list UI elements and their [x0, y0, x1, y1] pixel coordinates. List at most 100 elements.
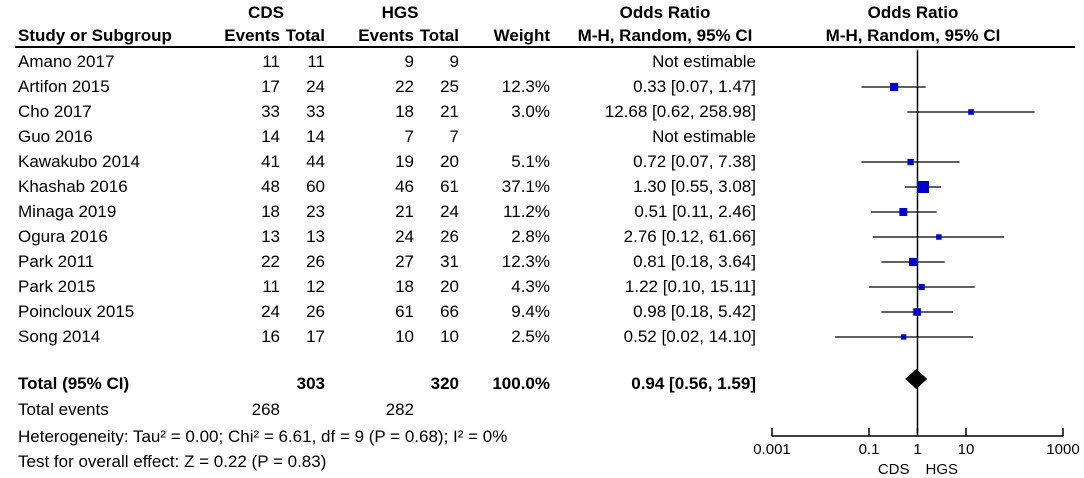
group1-header: CDS — [248, 3, 284, 22]
total-group2: 25 — [440, 77, 459, 96]
header-rule — [15, 46, 1075, 48]
total2-header: Total — [419, 26, 459, 45]
or-column-title: Odds Ratio — [619, 3, 711, 22]
study-square — [913, 308, 921, 316]
events-group1: 41 — [261, 152, 280, 171]
study-square — [899, 208, 908, 216]
plot-method-header: M-H, Random, 95% CI — [825, 26, 1001, 45]
total-group2: 7 — [449, 127, 459, 146]
odds-ratio-value: 1.22 [0.10, 15.11] — [624, 277, 756, 296]
events-group2: 10 — [395, 327, 414, 346]
total-group1: 13 — [306, 227, 325, 246]
group2-header: HGS — [381, 3, 419, 22]
events-group1: 13 — [261, 227, 280, 246]
events-group1: 33 — [261, 102, 280, 121]
total-group1: 33 — [306, 102, 325, 121]
events-group1: 11 — [262, 277, 280, 296]
odds-ratio-value: 0.98 [0.18, 5.42] — [633, 302, 756, 321]
total-group1: 23 — [306, 202, 325, 221]
events2-header: Events — [358, 26, 414, 45]
weight-value: 9.4% — [511, 302, 550, 321]
total-group2: 9 — [449, 52, 459, 71]
plot-title: Odds Ratio — [867, 3, 959, 22]
events-group2: 7 — [404, 127, 414, 146]
study-name: Guo 2016 — [18, 127, 93, 146]
total-group2: 20 — [440, 152, 459, 171]
study-name: Amano 2017 — [18, 52, 115, 71]
events-group1: 14 — [261, 127, 280, 146]
study-square — [918, 283, 925, 291]
study-name: Poincloux 2015 — [18, 302, 135, 321]
study-square — [936, 234, 942, 240]
total-group1: 11 — [307, 52, 325, 71]
x-tick-label: 1 — [913, 441, 921, 458]
events1-header: Events — [224, 26, 280, 45]
study-square — [901, 334, 907, 340]
weight-value: 11.2% — [503, 202, 550, 221]
total-group2: 21 — [440, 102, 459, 121]
odds-ratio-value: 0.51 [0.11, 2.46] — [634, 202, 756, 221]
weight-value: 4.3% — [511, 277, 550, 296]
study-square — [908, 257, 918, 267]
x-tick-label: 0.1 — [859, 441, 880, 458]
study-square — [968, 109, 974, 115]
total-group2: 66 — [440, 302, 459, 321]
total-group1: 17 — [306, 327, 325, 346]
odds-ratio-value: Not estimable — [652, 127, 756, 146]
favours-right-label: HGS — [926, 461, 959, 478]
overall-effect-text: Test for overall effect: Z = 0.22 (P = 0… — [18, 452, 327, 471]
total-group1: 26 — [306, 302, 325, 321]
total-group2: 320 — [430, 374, 459, 393]
study-name: Park 2015 — [18, 277, 96, 296]
x-tick-label: 1000 — [1046, 441, 1079, 458]
events-group2: 46 — [395, 177, 414, 196]
total-group1: 303 — [296, 374, 325, 393]
total-group1: 26 — [306, 252, 325, 271]
odds-ratio-value: 0.72 [0.07, 7.38] — [633, 152, 756, 171]
total-events-group1: 268 — [251, 400, 280, 419]
events-group2: 24 — [395, 227, 414, 246]
x-tick-label: 10 — [958, 441, 975, 458]
weight-value: 5.1% — [511, 152, 550, 171]
heterogeneity-text: Heterogeneity: Tau² = 0.00; Chi² = 6.61,… — [18, 427, 508, 446]
study-square — [917, 181, 930, 193]
events-group1: 11 — [262, 52, 280, 71]
events-group2: 21 — [395, 202, 414, 221]
study-square — [890, 82, 899, 92]
odds-ratio-value: 12.68 [0.62, 258.98] — [604, 102, 756, 121]
study-name: Park 2011 — [18, 252, 95, 271]
study-header: Study or Subgroup — [18, 26, 172, 45]
weight-value: 2.8% — [511, 227, 550, 246]
favours-left-label: CDS — [878, 461, 910, 478]
events-group2: 18 — [395, 277, 414, 296]
weight-value: 2.5% — [511, 327, 550, 346]
events-group2: 9 — [404, 52, 414, 71]
total-events-label: Total events — [18, 400, 109, 419]
study-name: Cho 2017 — [18, 102, 92, 121]
total-or: 0.94 [0.56, 1.59] — [631, 374, 756, 393]
weight-value: 12.3% — [501, 252, 550, 271]
events-group2: 19 — [395, 152, 414, 171]
total-group2: 24 — [440, 202, 459, 221]
odds-ratio-value: Not estimable — [652, 52, 756, 71]
x-tick-label: 0.001 — [753, 441, 791, 458]
total-group2: 31 — [440, 252, 459, 271]
pooled-diamond — [905, 369, 928, 389]
study-name: Song 2014 — [18, 327, 101, 346]
total-group1: 14 — [306, 127, 325, 146]
study-square — [907, 158, 914, 166]
events-group1: 48 — [261, 177, 280, 196]
total-weight: 100.0% — [492, 374, 550, 393]
study-name: Minaga 2019 — [18, 202, 117, 221]
events-group1: 22 — [261, 252, 280, 271]
total-group1: 44 — [306, 152, 325, 171]
total-label: Total (95% CI) — [18, 374, 130, 393]
total-group2: 61 — [440, 177, 459, 196]
total-group1: 12 — [306, 277, 325, 296]
odds-ratio-value: 0.33 [0.07, 1.47] — [633, 77, 756, 96]
total-group2: 26 — [440, 227, 459, 246]
study-name: Ogura 2016 — [18, 227, 108, 246]
events-group1: 18 — [261, 202, 280, 221]
events-group1: 16 — [261, 327, 280, 346]
